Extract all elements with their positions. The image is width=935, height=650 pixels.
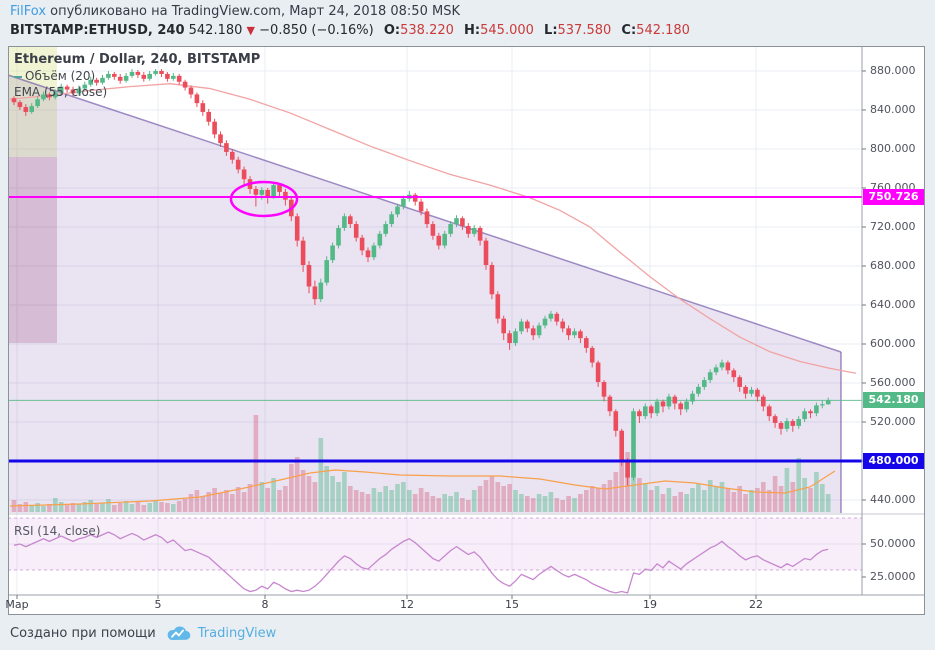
symbol-line: BITSTAMP:ETHUSD, 240 542.180 ▼ −0.850 (−…	[10, 23, 930, 41]
high-value: 545.000	[480, 23, 534, 38]
price-tick-label: 600.000	[870, 337, 916, 350]
published-text: опубликовано на TradingView.com, Март 24…	[46, 4, 460, 19]
price-tick-label: 720.000	[870, 220, 916, 233]
last-price: 542.180	[188, 23, 243, 38]
rsi-tick-label: 25.0000	[870, 570, 916, 583]
footer-text: Создано при помощи	[10, 625, 156, 641]
rsi-legend: RSI (14, close)	[14, 524, 101, 538]
price-tick-label: 800.000	[870, 142, 916, 155]
published-line: FilFox опубликовано на TradingView.com, …	[10, 4, 930, 22]
open-label: O:	[383, 23, 401, 38]
high-label: H:	[464, 23, 481, 38]
time-tick-label: 8	[261, 598, 269, 611]
price-tick-label: 840.000	[870, 103, 916, 116]
open-value: 538.220	[400, 23, 454, 38]
rsi-tick-label: 50.0000	[870, 537, 916, 550]
close-value: 542.180	[636, 23, 690, 38]
down-arrow-icon: ▼	[246, 24, 256, 37]
price-tick-label: 680.000	[870, 259, 916, 272]
tradingview-logo-icon	[167, 626, 191, 640]
tradingview-link[interactable]: TradingView	[197, 625, 277, 641]
close-label: C:	[621, 23, 637, 38]
price-change: −0.850 (−0.16%)	[259, 23, 374, 38]
time-tick-label: 15	[505, 598, 519, 611]
low-label: L:	[544, 23, 558, 38]
time-tick-label: 5	[154, 598, 162, 611]
time-tick-label: 22	[749, 598, 763, 611]
price-tick-label: 560.000	[870, 376, 916, 389]
price-tick-label: 520.000	[870, 415, 916, 428]
time-tick-label: Мар	[5, 598, 29, 611]
header: FilFox опубликовано на TradingView.com, …	[10, 4, 930, 41]
resistance-price-badge: 750.726	[863, 189, 924, 206]
price-tick-label: 440.000	[870, 493, 916, 506]
last-price-badge: 542.180	[863, 392, 924, 409]
symbol-name: BITSTAMP:ETHUSD, 240	[10, 23, 185, 38]
author-link[interactable]: FilFox	[10, 4, 47, 19]
support-price-badge: 480.000	[863, 453, 924, 469]
footer: Создано при помощи TradingView	[10, 621, 276, 645]
time-tick-label: 19	[643, 598, 657, 611]
low-value: 537.580	[557, 23, 612, 38]
price-tick-label: 640.000	[870, 298, 916, 311]
time-tick-label: 12	[400, 598, 414, 611]
price-tick-label: 880.000	[870, 64, 916, 77]
